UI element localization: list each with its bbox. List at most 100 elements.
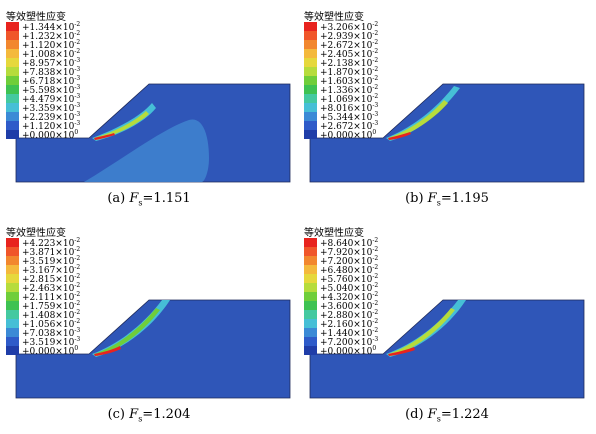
legend-mantissa: +6.480×10 <box>320 266 373 276</box>
legend-value: +7.838×10-3 <box>22 65 80 78</box>
legend-exponent: -2 <box>74 21 81 28</box>
legend-value: +8.957×10-3 <box>22 56 80 69</box>
slope-body <box>309 299 585 399</box>
color-legend: +8.640×10-2 +7.920×10-2 +7.200×10 -2 +6.480×… <box>304 236 444 357</box>
legend-mantissa: +2.939×10 <box>320 32 373 42</box>
legend-value: +7.038×10-3 <box>22 326 80 339</box>
caption-subscript: s <box>436 198 441 208</box>
caption-label: (c) <box>107 407 126 422</box>
legend-entry: +4.479×10-3 <box>6 92 146 105</box>
legend-value: +4.479×10-3 <box>22 92 80 105</box>
legend-entry: +1.440×10-2 <box>304 327 444 339</box>
caption-symbol: F <box>129 191 139 206</box>
legend-exponent: -3 <box>372 336 379 343</box>
legend-entry: +1.120×10-3 <box>6 119 146 132</box>
legend-mantissa: +1.056×10 <box>22 320 75 330</box>
legend-value: +1.408×10-2 <box>22 308 80 321</box>
legend-exponent: 0 <box>74 129 79 136</box>
legend-swatch <box>6 265 19 274</box>
shear-band-outer <box>92 300 170 357</box>
legend-swatch <box>304 256 317 265</box>
legend-mantissa: +1.603×10 <box>320 77 373 87</box>
legend-mantissa: +0.000×10 <box>22 347 75 357</box>
caption-subscript: s <box>138 414 143 424</box>
legend-swatch <box>304 238 317 247</box>
figure-caption: (b) Fs=1.195 <box>302 191 592 208</box>
legend-exponent: -2 <box>74 48 81 55</box>
caption-subscript: s <box>436 414 441 424</box>
legend-entry: +1.408×10-2 <box>6 308 146 321</box>
legend-value: +1.336×10-2 <box>320 83 378 96</box>
legend-value: +2.939×10-2 <box>320 29 378 42</box>
legend-exponent: -2 <box>372 300 379 307</box>
legend-entry: +2.880×10-2 <box>304 309 444 321</box>
legend-exponent: -3 <box>74 102 81 109</box>
legend-swatch <box>304 31 317 40</box>
legend-mantissa: +1.120×10 <box>22 41 75 51</box>
legend-entry: +1.232×10-2 <box>6 30 146 42</box>
legend-entry: +7.838×10-3 <box>6 65 146 78</box>
legend-entry: +1.759×10-2 <box>6 299 146 312</box>
legend-value: +8.640×10-2 <box>320 236 378 249</box>
slope-body <box>15 299 291 399</box>
panel-c: 等效塑性应变 +4.223×10-2 +3.871×10-2 +3.519×10-2… <box>4 224 294 434</box>
legend-exponent: -2 <box>372 75 379 82</box>
legend-value: +0.000×100 <box>22 128 78 141</box>
legend-exponent: -2 <box>372 291 379 298</box>
legend-entry: +1.344×10-2 <box>6 21 146 33</box>
legend-entry: +1.008×10-2 <box>6 48 146 60</box>
slope-plot-c <box>15 299 291 399</box>
slope-plot-b <box>309 83 585 183</box>
legend-swatch <box>304 76 317 85</box>
legend-exponent: -2 <box>372 255 379 262</box>
legend-exponent: -3 <box>74 327 81 334</box>
color-legend: +1.344×10-2 +1.232×10-2 +1.120×10-2 +1.008×… <box>6 21 146 141</box>
legend-exponent: -3 <box>372 111 379 118</box>
legend-exponent: -2 <box>372 66 379 73</box>
legend-value: +1.120×10-3 <box>22 119 80 132</box>
legend-swatch <box>6 103 19 112</box>
legend-swatch <box>6 328 19 337</box>
legend-swatch <box>6 130 19 139</box>
legend-entry: +8.016×10-3 <box>304 102 444 114</box>
legend-swatch <box>304 22 317 31</box>
legend-mantissa: +2.672×10 <box>320 122 373 132</box>
legend-value: +3.519×10-3 <box>22 335 80 348</box>
slope-plot-a <box>15 83 291 183</box>
legend-mantissa: +4.479×10 <box>22 95 75 105</box>
legend-value: +7.920×10-2 <box>320 245 378 258</box>
legend-mantissa: +3.359×10 <box>22 104 75 114</box>
legend-mantissa: +2.239×10 <box>22 113 75 123</box>
legend-swatch <box>304 274 317 283</box>
legend-mantissa: +3.519×10 <box>22 257 75 267</box>
caption-label: (a) <box>107 191 126 206</box>
legend-mantissa: +1.336×10 <box>320 86 373 96</box>
shear-band-outer <box>386 86 460 141</box>
legend-value: +3.519×10-2 <box>22 254 80 267</box>
legend-mantissa: +1.069×10 <box>320 95 373 105</box>
legend-entry: +2.160×10-2 <box>304 318 444 330</box>
color-legend: +4.223×10-2 +3.871×10-2 +3.519×10-2 +3.167×… <box>6 237 146 357</box>
legend-exponent: -2 <box>74 309 81 316</box>
legend-swatch <box>304 121 317 130</box>
legend-value: +3.167×10-2 <box>22 263 80 276</box>
legend-exponent: -2 <box>74 300 81 307</box>
legend-title: 等效塑性应变 <box>304 12 364 23</box>
legend-value: +0.000×100 <box>320 344 376 357</box>
legend-mantissa: +7.200×10 <box>320 338 373 348</box>
legend-swatch <box>304 337 317 346</box>
legend-exponent: -2 <box>74 255 81 262</box>
legend-value: +0.000×100 <box>320 128 376 141</box>
legend-entry: +3.519×10-2 <box>6 254 146 267</box>
legend-value: +5.760×10-2 <box>320 272 378 285</box>
shear-band-core <box>94 346 121 356</box>
legend-swatch <box>304 301 317 310</box>
legend-entry: +5.040×10-2 <box>304 282 444 294</box>
legend-value: +1.759×10-2 <box>22 299 80 312</box>
caption-label: (d) <box>405 407 424 422</box>
shear-band-mid <box>388 100 448 140</box>
legend-mantissa: +1.344×10 <box>22 23 75 33</box>
legend-mantissa: +2.463×10 <box>22 284 75 294</box>
legend-swatch <box>6 283 19 292</box>
legend-value: +3.600×10-2 <box>320 299 378 312</box>
